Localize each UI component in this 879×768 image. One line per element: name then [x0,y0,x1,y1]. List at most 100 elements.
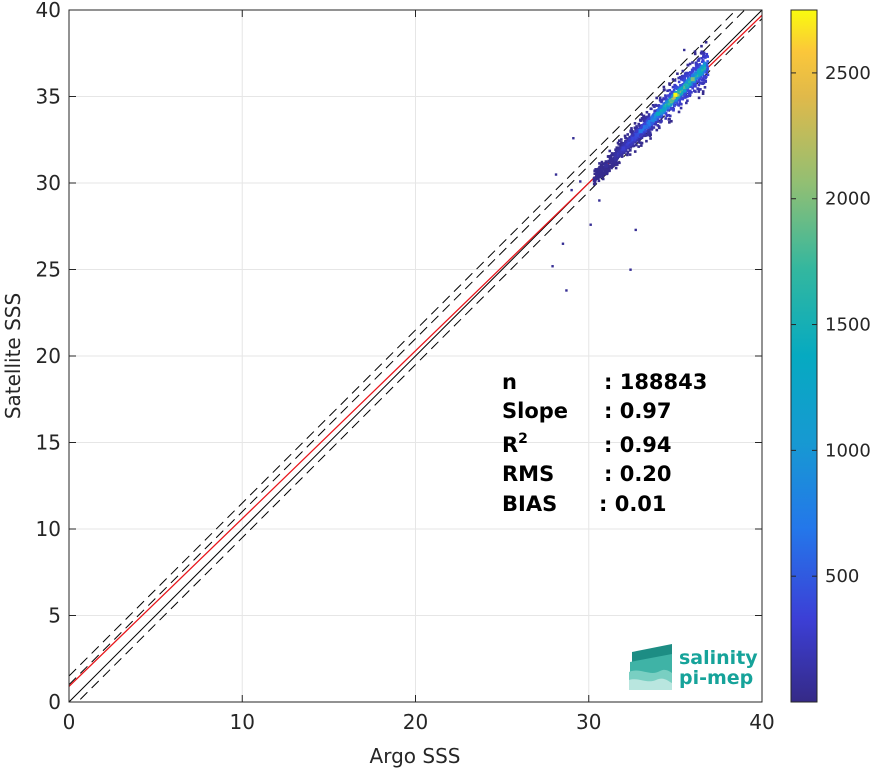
density-bin [688,62,692,66]
density-bin [595,171,598,174]
density-bin [645,139,648,143]
density-bin [690,90,693,94]
density-bin [653,109,657,113]
outlier-point [572,137,575,140]
density-bin [667,94,670,97]
density-bin [670,119,673,123]
density-bin [683,78,686,82]
density-bin-core [643,122,647,125]
density-bin-core [641,128,645,131]
density-bin [697,96,701,100]
density-bin [649,137,652,140]
density-bin-core [646,121,649,125]
density-bin [626,133,630,136]
density-bin-core [634,136,638,139]
density-bin-core [665,101,669,104]
density-bin-core [676,93,680,97]
density-bin [601,177,605,181]
statistics-box: n: 188843 Slope: 0.97 R2: 0.94 RMS: 0.20 BIA… [502,370,707,516]
density-bin [634,128,637,131]
density-bin [635,125,638,128]
density-bin [633,122,637,125]
density-bin [691,61,694,64]
density-bin-core [648,119,651,123]
x-tick-label: 0 [63,710,76,734]
density-bin [679,84,682,87]
outlier-point [551,265,554,268]
density-bin-core [639,132,642,135]
density-bin [686,63,690,67]
density-bin-core [619,153,622,156]
density-bin [677,76,681,80]
density-bin [603,169,607,173]
density-bin [646,129,650,132]
density-bin [605,172,608,175]
density-bin-core [614,150,618,154]
density-bin-core [703,61,707,65]
density-bin-core [674,99,678,102]
density-bin [613,163,616,167]
density-bin [698,77,702,80]
density-bin [617,139,621,142]
density-bin [701,90,705,93]
density-bin [679,106,683,110]
density-bin [699,88,702,91]
density-bin [626,153,629,157]
density-bin [650,107,653,111]
density-bin [662,97,666,100]
density-bin [610,166,613,170]
density-peak [604,163,609,168]
density-bin-core [677,90,680,94]
density-bin [698,66,701,70]
density-bin-core [639,126,643,130]
density-bin [671,90,675,94]
density-bin [686,94,690,98]
density-bin-core [686,79,690,82]
density-bin [700,44,703,48]
density-bin [698,79,701,83]
density-bin-core [693,78,697,82]
density-bin-core [648,124,651,128]
density-bin [654,103,657,107]
density-bin [660,114,664,118]
density-bin [702,78,706,82]
density-bin [643,132,647,135]
density-bin [668,92,672,96]
density-bin [653,105,656,108]
density-bin-core [667,104,671,107]
density-bin [695,65,698,69]
density-bin [628,135,631,139]
density-bin-core [627,141,631,145]
density-bin-core [688,82,692,86]
density-bin [619,144,622,147]
density-bin [673,79,677,82]
density-bin [674,86,678,90]
density-bin [623,134,627,138]
density-bin [637,139,640,143]
density-bin [635,143,638,147]
density-bin [630,129,634,132]
density-bin [694,90,697,93]
density-bin [614,166,618,170]
density-bin [702,74,706,78]
density-bin-core [624,148,627,152]
density-bin [594,178,597,181]
stat-superscript: 2 [518,431,528,447]
density-bin [603,168,606,171]
y-tick-label: 0 [48,690,61,714]
density-bin [686,89,690,93]
density-bin [691,83,695,87]
x-tick-label: 20 [403,710,428,734]
density-bin-core [651,114,655,117]
density-bin-core [676,96,680,99]
density-bin-core [626,143,629,146]
density-bin-core [662,102,666,106]
density-bin-core [691,74,694,78]
density-bin [668,88,672,92]
density-bin [662,85,666,89]
density-bin [658,96,662,100]
density-bin-core [661,108,665,112]
density-bin [670,107,673,111]
density-bin [594,168,597,171]
